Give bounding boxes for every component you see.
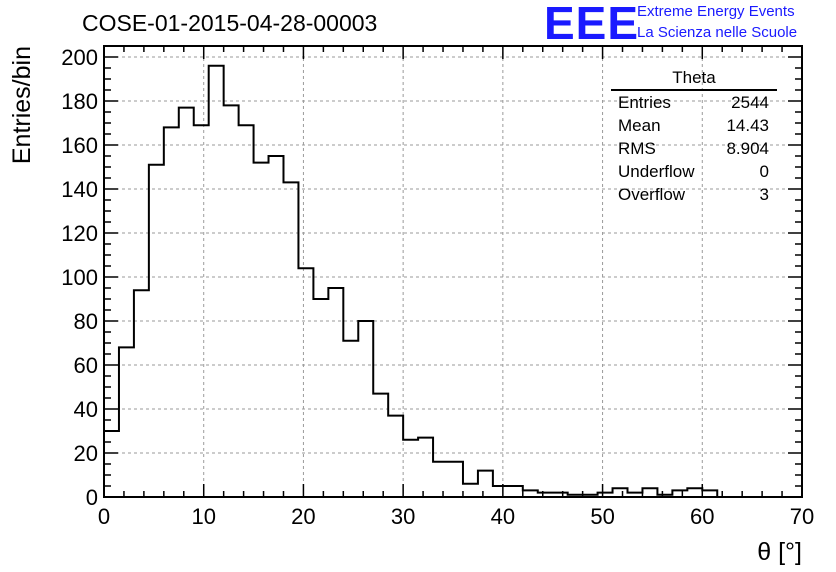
y-tick-label: 60 [74, 353, 98, 378]
x-tick-label: 30 [391, 504, 415, 529]
plot-frame [103, 45, 803, 498]
histogram-bin [179, 108, 194, 497]
x-tick-label: 20 [291, 504, 315, 529]
logo-caption-line1: Extreme Energy Events [637, 3, 795, 20]
eee-logo: EEE [544, 0, 640, 49]
y-tick-label: 80 [74, 309, 98, 334]
chart-title: COSE-01-2015-04-28-00003 [82, 10, 378, 36]
x-tick-label: 50 [590, 504, 614, 529]
x-tick-label: 40 [491, 504, 515, 529]
histogram-bin [343, 341, 358, 497]
stats-value: 3 [759, 185, 769, 204]
x-tick-label: 60 [690, 504, 714, 529]
stats-label: Overflow [618, 185, 686, 204]
histogram-bin [493, 486, 508, 497]
histogram-bin [149, 165, 164, 497]
histogram-bin [239, 125, 254, 497]
stats-histogram-name: Theta [611, 68, 777, 91]
stats-value: 2544 [731, 93, 769, 112]
histogram-bin [418, 438, 433, 497]
histogram-bin [403, 440, 418, 497]
histogram-bin [328, 288, 343, 497]
x-axis-label: θ [°] [757, 538, 802, 566]
histogram-bin [194, 125, 209, 497]
stats-row-entries: Entries 2544 [611, 91, 777, 114]
y-axis-label: Entries/bin [8, 46, 36, 164]
y-tick-label: 200 [61, 45, 98, 70]
histogram-bin [508, 486, 523, 497]
histogram-bin [388, 416, 403, 497]
stats-value: 0 [759, 162, 769, 181]
x-tick-label: 0 [98, 504, 110, 529]
stats-row-overflow: Overflow 3 [611, 183, 777, 206]
histogram-bin [448, 462, 463, 497]
histogram-bin [209, 66, 224, 497]
x-tick-label: 70 [790, 504, 814, 529]
y-tick-label: 20 [74, 441, 98, 466]
histogram-bin [298, 268, 313, 497]
y-tick-label: 140 [61, 177, 98, 202]
histogram-bin [463, 484, 478, 497]
stats-label: RMS [618, 139, 656, 158]
histogram-outline [103, 64, 719, 497]
axis-ticks [103, 45, 803, 498]
histogram-bin [224, 105, 239, 497]
histogram-bin [164, 127, 179, 497]
tick-labels: 0 10 20 30 40 50 60 700204060801001201401601802… [61, 45, 814, 529]
histogram-bin [613, 488, 628, 497]
stats-value: 14.43 [726, 116, 769, 135]
histogram-bin [687, 488, 702, 497]
histogram-series [103, 64, 719, 497]
histogram-bin [642, 488, 657, 497]
y-tick-label: 40 [74, 397, 98, 422]
stats-label: Entries [618, 93, 671, 112]
y-tick-label: 0 [86, 485, 98, 510]
histogram-bin [313, 299, 328, 497]
histogram-bin [433, 462, 448, 497]
histogram-bin [119, 347, 134, 497]
grid-lines [104, 46, 802, 497]
stats-row-mean: Mean 14.43 [611, 114, 777, 137]
logo-caption-line2: La Scienza nelle Scuole [637, 24, 798, 41]
stats-label: Underflow [618, 162, 695, 181]
histogram-bin [269, 156, 284, 497]
histogram-bin [478, 471, 493, 497]
y-tick-label: 100 [61, 265, 98, 290]
y-tick-label: 120 [61, 221, 98, 246]
stats-row-rms: RMS 8.904 [611, 137, 777, 160]
histogram-bin [254, 163, 269, 497]
x-tick-label: 10 [191, 504, 215, 529]
histogram-bin [283, 182, 298, 497]
stats-box: Theta Entries 2544 Mean 14.43 RMS 8.904 … [611, 68, 777, 206]
stats-value: 8.904 [726, 139, 769, 158]
y-tick-label: 180 [61, 89, 98, 114]
stats-row-underflow: Underflow 0 [611, 160, 777, 183]
stats-label: Mean [618, 116, 661, 135]
y-tick-label: 160 [61, 133, 98, 158]
